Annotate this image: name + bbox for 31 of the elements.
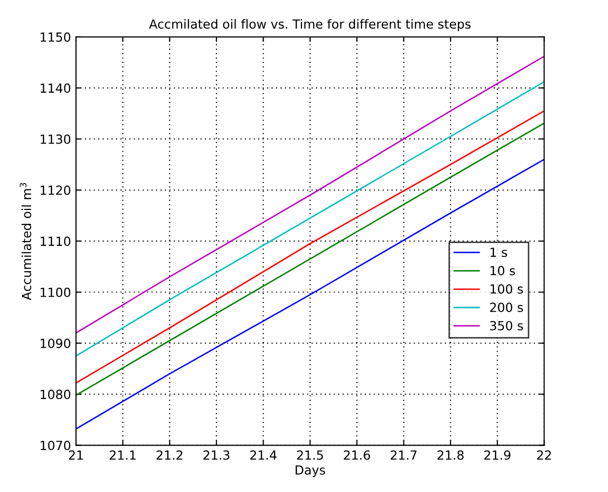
y-tick-label: 1150 [40, 32, 70, 42]
legend-label: 350 s [490, 320, 523, 330]
y-tick-label: 1110 [40, 236, 70, 246]
x-tick-label: 21.9 [484, 450, 510, 460]
legend-label: 10 s [490, 266, 515, 276]
legend-label: 1 s [490, 248, 508, 258]
chart-title: Accmilated oil flow vs. Time for different time steps [149, 19, 471, 32]
x-tick-label: 21.1 [110, 450, 136, 460]
x-tick-label: 21.5 [297, 450, 323, 460]
x-axis-title: Days [296, 465, 326, 478]
x-tick-label: 21.2 [156, 450, 182, 460]
y-axis-title: Accumilated oil m$^{3}$ [20, 183, 32, 300]
x-tick-label: 21 [68, 450, 83, 460]
y-tick-label: 1070 [40, 440, 70, 450]
x-tick-label: 21.3 [203, 450, 230, 460]
line-series [76, 81, 544, 357]
y-tick-label: 1090 [40, 338, 70, 348]
x-tick-label: 21.8 [438, 450, 464, 460]
y-tick-label: 1130 [40, 134, 70, 144]
x-tick-label: 21.7 [390, 450, 417, 460]
line-series [76, 158, 544, 430]
y-tick-label: 1120 [40, 186, 70, 195]
legend-label: 200 s [490, 302, 523, 312]
legend-label: 100 s [490, 284, 523, 294]
x-tick-label: 22 [537, 450, 551, 460]
y-tick-label: 1100 [40, 288, 70, 298]
y-tick-label: 1140 [40, 83, 70, 93]
x-tick-label: 21.6 [344, 450, 370, 460]
y-tick-label: 1080 [40, 390, 70, 400]
line-series [76, 56, 544, 334]
x-tick-label: 21.4 [250, 450, 276, 460]
